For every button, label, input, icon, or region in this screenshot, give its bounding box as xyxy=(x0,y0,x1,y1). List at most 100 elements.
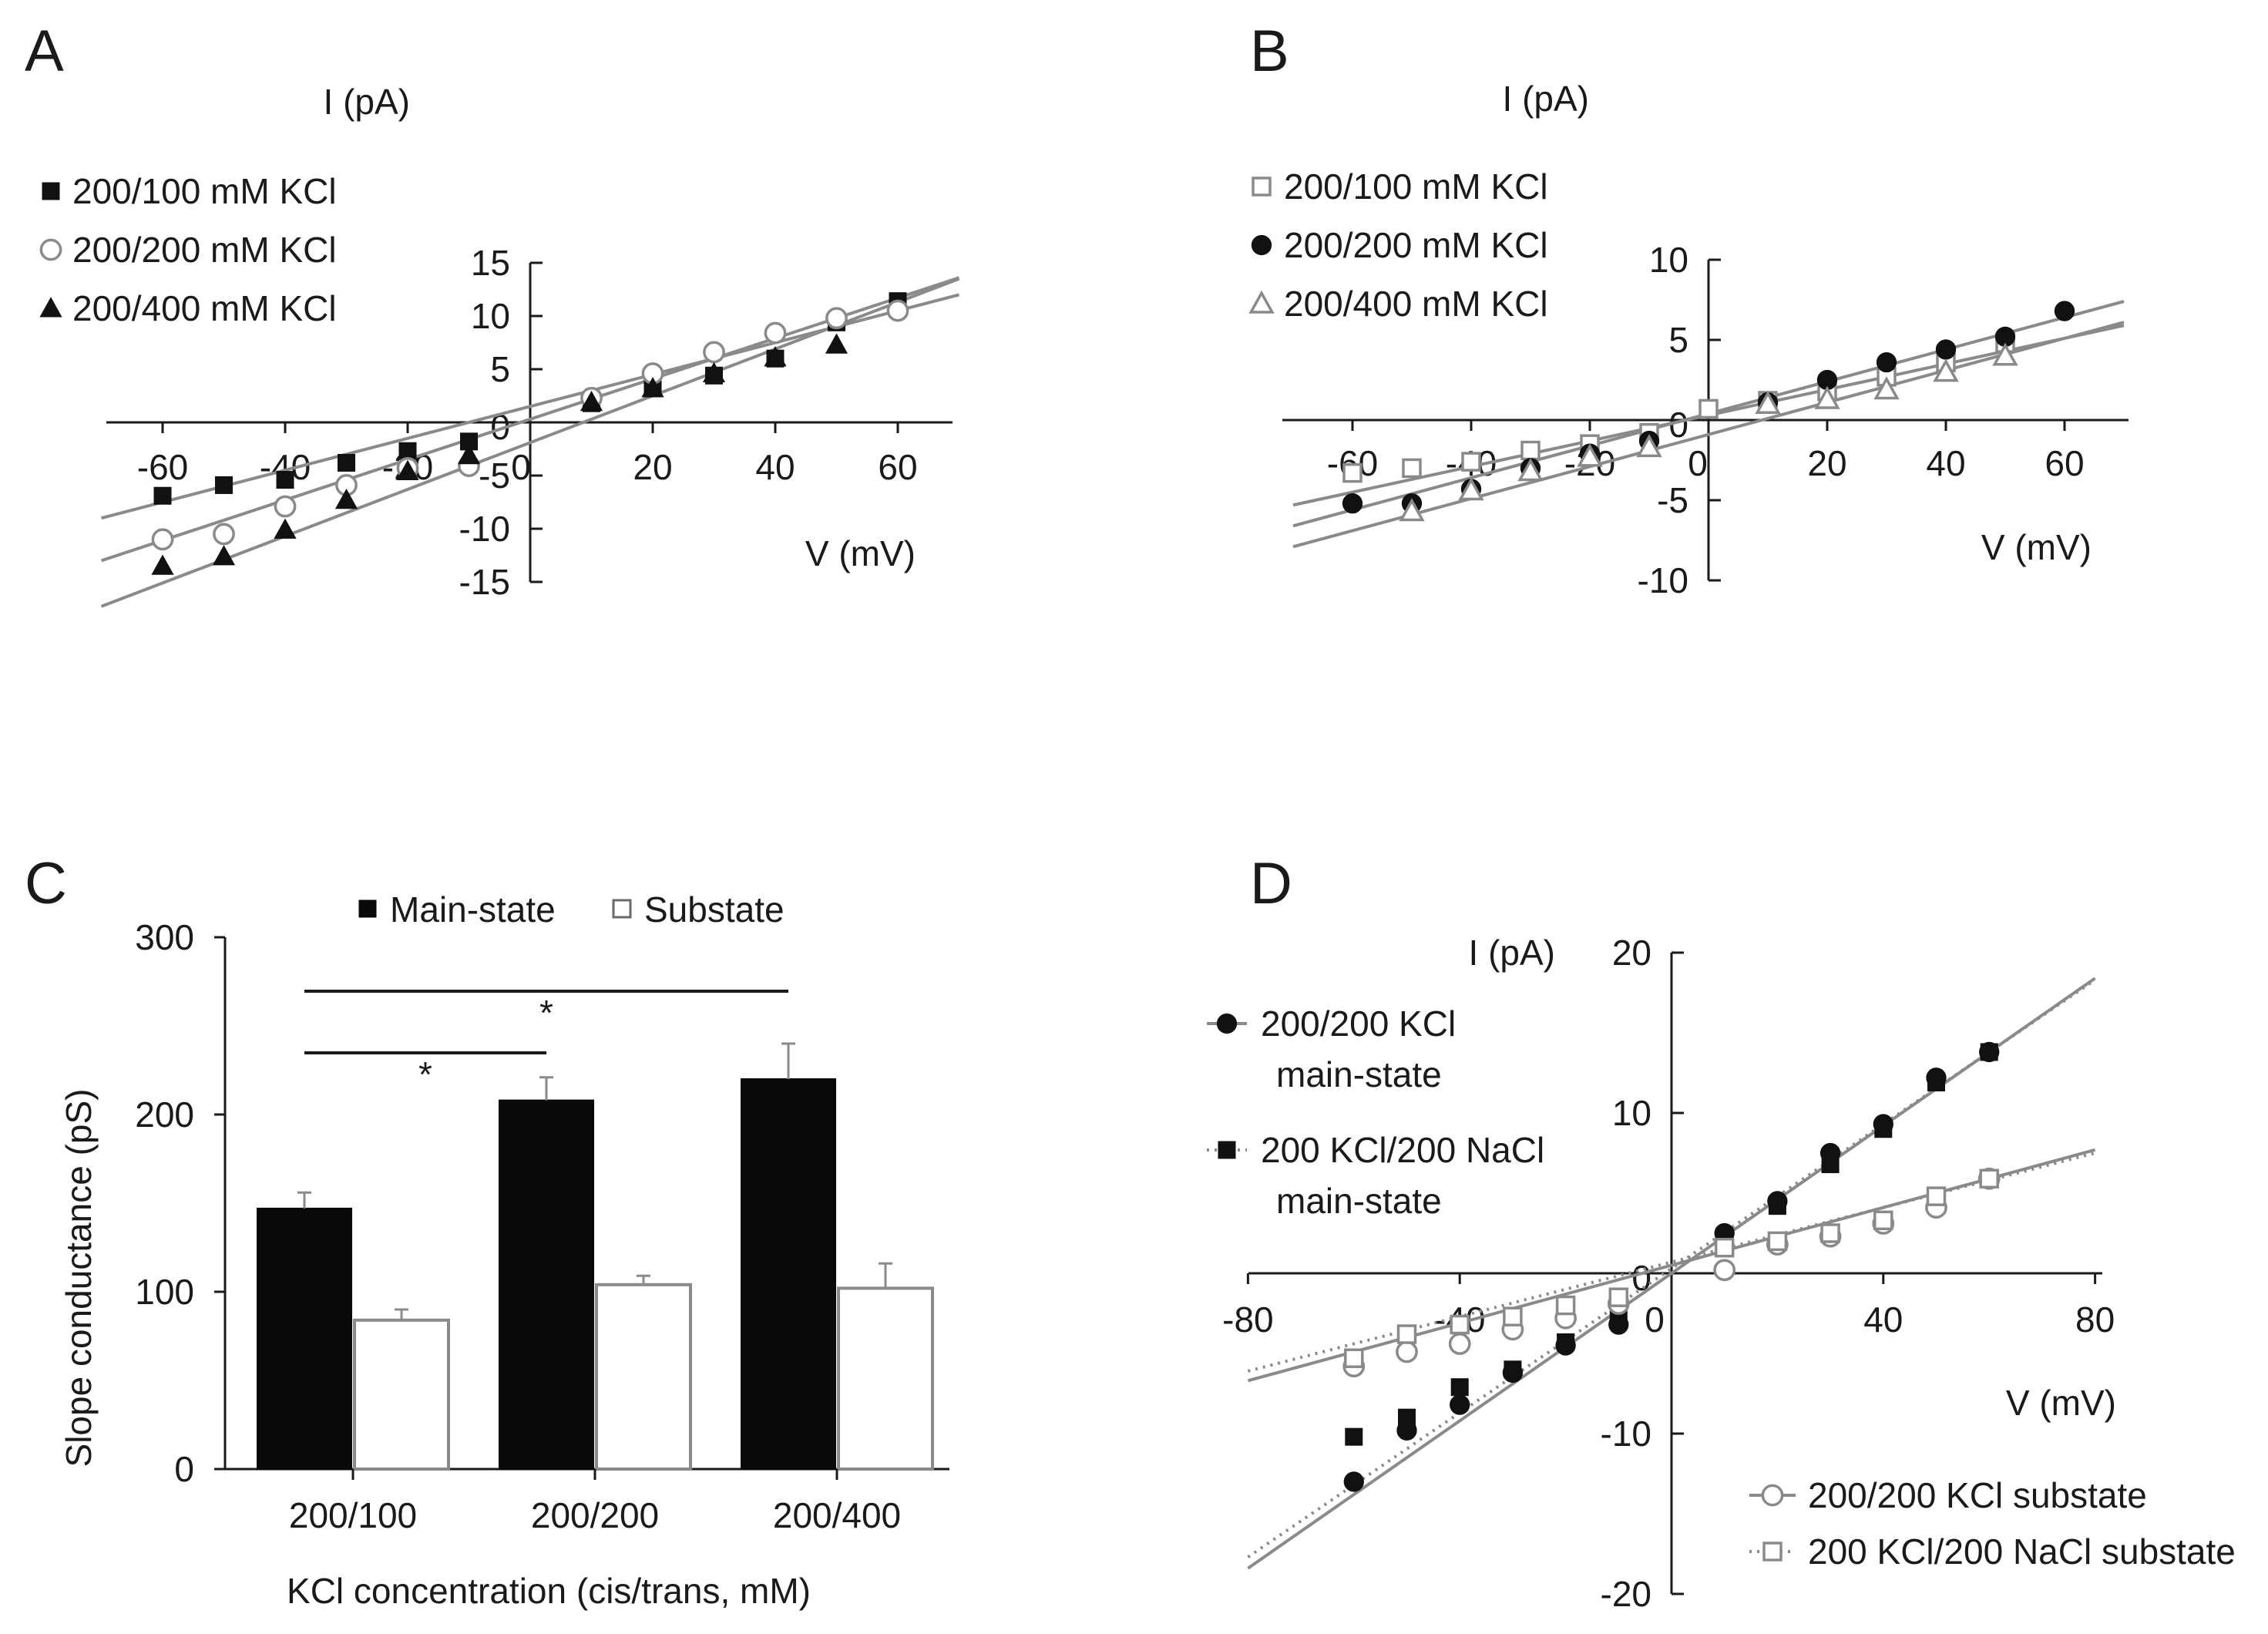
x-tick-label: 60 xyxy=(878,447,917,487)
panel-letter-c: C xyxy=(25,851,67,916)
x-tick-label: 200/200 xyxy=(531,1495,659,1535)
data-point xyxy=(702,361,726,383)
legend-marker xyxy=(39,297,62,318)
data-point xyxy=(1992,342,2018,366)
data-point xyxy=(1821,1155,1840,1174)
y-axis-title: I (pA) xyxy=(1469,933,1555,973)
y-tick-label: 20 xyxy=(1612,933,1651,973)
fit-line xyxy=(100,277,960,608)
y-axis-title: I (pA) xyxy=(1503,79,1589,119)
data-point xyxy=(1935,339,1957,360)
data-point xyxy=(1520,440,1541,461)
legend-marker xyxy=(1248,290,1275,314)
data-point xyxy=(1343,1471,1364,1492)
data-point xyxy=(276,471,294,489)
data-point xyxy=(1450,1378,1469,1397)
y-tick-label: 200 xyxy=(135,1094,194,1135)
panel-letter-d: D xyxy=(1250,851,1292,916)
y-tick-label: -10 xyxy=(459,509,510,549)
data-point xyxy=(1504,1360,1522,1379)
data-point xyxy=(1979,1168,1999,1189)
data-point xyxy=(1396,1324,1417,1344)
data-point xyxy=(1873,376,1900,400)
y-tick-label: 10 xyxy=(471,296,510,336)
data-point xyxy=(825,307,848,330)
data-point xyxy=(1503,1306,1523,1326)
y-tick-label: 0 xyxy=(174,1449,194,1489)
data-point xyxy=(1345,1427,1363,1446)
y-tick-label: -10 xyxy=(1638,560,1688,600)
y-axis-title: Slope conductance (pS) xyxy=(59,1089,99,1468)
fit-line xyxy=(1247,978,2096,1558)
y-tick-label: -5 xyxy=(479,456,510,496)
data-point xyxy=(1933,358,1959,382)
legend-marker xyxy=(1218,1141,1236,1159)
legend-label: 200/100 mM KCl xyxy=(72,171,337,211)
panel-letter-b: B xyxy=(1250,18,1289,84)
x-tick-label: 20 xyxy=(1807,443,1846,483)
legend-marker xyxy=(1762,1542,1782,1562)
panel-letter-a: A xyxy=(25,18,64,84)
x-tick-label: 0 xyxy=(511,447,531,487)
x-axis-title: KCl concentration (cis/trans, mM) xyxy=(287,1571,811,1611)
data-point xyxy=(1458,477,1484,501)
data-point xyxy=(764,321,787,345)
data-point xyxy=(580,391,603,412)
legend-label-line2: main-state xyxy=(1276,1054,1442,1094)
y-tick-label: 15 xyxy=(471,243,510,283)
data-point xyxy=(274,495,297,518)
data-point xyxy=(1713,1259,1736,1282)
y-tick-label: 5 xyxy=(1668,320,1688,360)
data-point xyxy=(213,523,235,546)
data-point xyxy=(151,554,174,575)
y-tick-label: 300 xyxy=(135,917,194,957)
data-point xyxy=(215,476,233,494)
data-point xyxy=(1342,462,1362,483)
data-point xyxy=(1876,351,1897,373)
y-tick-label: -10 xyxy=(1601,1414,1651,1454)
legend-marker xyxy=(1216,1013,1238,1034)
legend-marker xyxy=(42,182,60,200)
bar-substate xyxy=(353,1318,450,1471)
y-tick-label: 0 xyxy=(1631,1258,1651,1298)
y-tick-label: 100 xyxy=(135,1272,194,1312)
x-tick-label: 200/400 xyxy=(773,1495,901,1535)
y-tick-label: -15 xyxy=(459,562,510,602)
data-point xyxy=(1402,458,1422,479)
data-point xyxy=(1927,1073,1945,1091)
data-point xyxy=(212,545,236,566)
legend-marker xyxy=(1252,177,1272,197)
data-point xyxy=(1608,1287,1629,1307)
legend-swatch xyxy=(612,899,632,919)
data-point xyxy=(274,518,297,539)
data-point xyxy=(1461,452,1481,472)
legend-marker xyxy=(1761,1484,1784,1507)
legend-label-line1: 200/200 KCl xyxy=(1261,1004,1456,1044)
x-tick-label: 40 xyxy=(1926,443,1965,483)
data-point xyxy=(1814,385,1840,409)
x-tick-label: 20 xyxy=(633,447,672,487)
data-point xyxy=(1517,458,1544,482)
data-point xyxy=(1714,1237,1735,1258)
panel-c-chart: 0 100 200 300 Slope conductance (pS) KCl conc… xyxy=(59,889,949,1611)
legend-label: 200/200 mM KCl xyxy=(72,230,337,270)
data-point xyxy=(1926,1186,1947,1206)
x-tick-label: -60 xyxy=(137,447,188,487)
y-tick-label: 10 xyxy=(1649,240,1688,280)
fit-line xyxy=(1247,977,2096,1570)
data-point xyxy=(334,488,358,509)
x-tick-label: 60 xyxy=(2045,443,2084,483)
y-axis-title: I (pA) xyxy=(324,82,410,122)
x-tick-label: 40 xyxy=(1863,1299,1903,1340)
fit-line xyxy=(100,276,960,563)
data-point xyxy=(1555,1295,1576,1316)
data-point xyxy=(1767,1231,1788,1252)
data-point xyxy=(1768,1197,1786,1215)
data-point xyxy=(886,299,909,322)
x-axis-title: V (mV) xyxy=(2006,1383,2116,1423)
data-point xyxy=(1342,493,1363,514)
data-point xyxy=(338,453,355,472)
legend-label: 200/400 mM KCl xyxy=(72,288,337,328)
